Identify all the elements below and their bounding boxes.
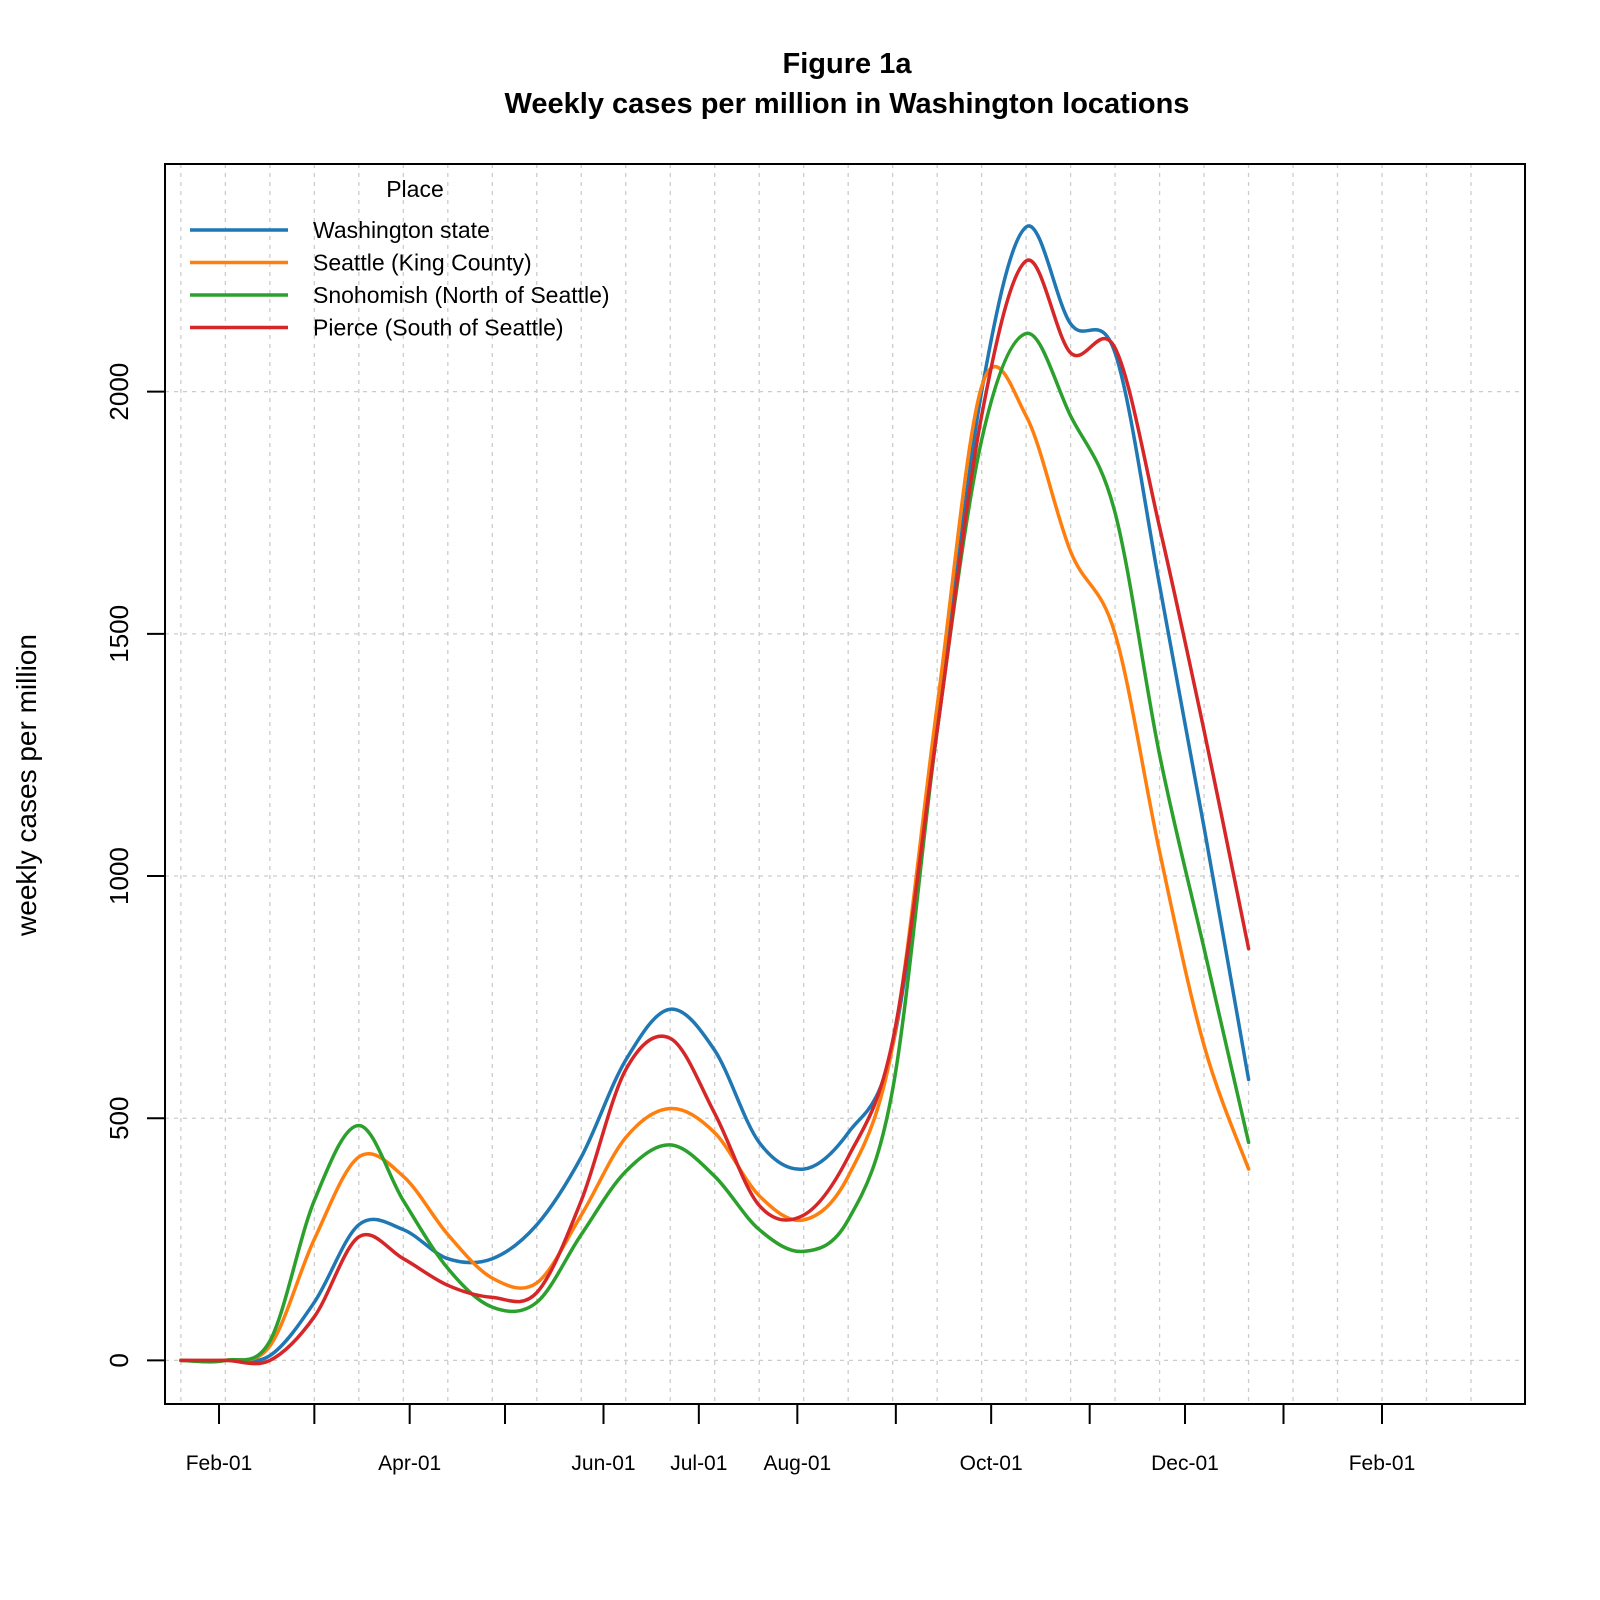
y-axis: 0 500 1000 1500 2000 [104,363,165,1368]
series-lines [179,224,1251,1366]
series-line-1 [179,224,1251,1364]
x-tick-label: Dec-01 [1151,1452,1219,1475]
x-tick-label: Apr-01 [378,1452,441,1475]
x-tick-label: Aug-01 [763,1452,831,1475]
chart-title: Figure 1a [783,48,913,80]
legend: Place Washington state Seattle (King Coun… [190,176,610,341]
series-line-4 [179,258,1251,1366]
grid [165,164,1525,1404]
y-tick-label: 500 [104,1097,134,1140]
legend-entry: Seattle (King County) [313,250,532,276]
y-tick-label: 0 [104,1353,134,1367]
legend-entry: Washington state [313,217,490,243]
legend-entry: Snohomish (North of Seattle) [313,282,610,308]
plot-frame [164,163,1526,1405]
y-tick-label: 1500 [104,605,134,663]
x-tick-label: Feb-01 [186,1452,253,1475]
y-tick-label: 2000 [104,363,134,421]
x-axis: Feb-01 Apr-01 Jun-01 Jul-01 Aug-01 Oct-01 Dec-… [186,1404,1416,1475]
legend-entry: Pierce (South of Seattle) [313,315,564,341]
x-tick-label: Jul-01 [670,1452,727,1475]
x-tick-label: Oct-01 [960,1452,1023,1475]
legend-title: Place [386,176,444,202]
x-tick-label: Feb-01 [1349,1452,1416,1475]
series-line-3 [179,331,1251,1364]
y-tick-label: 1000 [104,847,134,905]
x-tick-label: Jun-01 [571,1452,635,1475]
series-line-2 [179,364,1251,1364]
y-axis-label: weekly cases per million [11,634,42,937]
chart-subtitle: Weekly cases per million in Washington l… [505,88,1190,120]
